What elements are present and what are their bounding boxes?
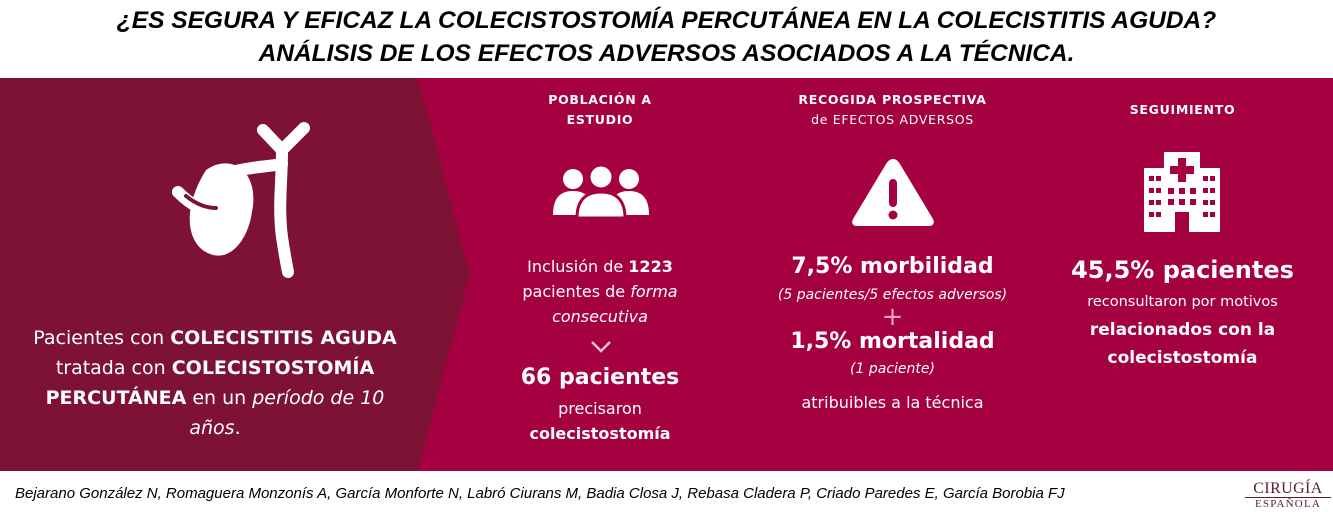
col2-heading-line-2: de EFECTOS ADVERSOS [811, 112, 974, 127]
col2-mortality-detail: (1 paciente) [850, 361, 935, 377]
col1-heading-line-1: POBLACIÓN A [548, 92, 652, 107]
logo-line-1: CIRUGÍA [1253, 480, 1323, 497]
left-panel [0, 78, 470, 471]
left-text-2: COLECISTITIS AGUDA [170, 327, 397, 349]
title-line-2: ANÁLISIS DE LOS EFECTOS ADVERSOS ASOCIAD… [258, 40, 1075, 67]
left-text-1: Pacientes con [33, 327, 171, 349]
col2-mortality: 1,5% mortalidad [790, 329, 995, 354]
col2-heading: RECOGIDA PROSPECTIVA de EFECTOS ADVERSOS [760, 90, 1025, 130]
col1-line-2: colecistostomía [529, 424, 671, 443]
col1-inc-b: 1223 [628, 257, 673, 276]
col2-morbidity-detail: (5 pacientes/5 efectos adversos) [777, 287, 1008, 303]
col1-inc-d: forma [630, 282, 678, 301]
col3-heading: SEGUIMIENTO [1129, 102, 1236, 117]
gallbladder-icon [172, 122, 310, 278]
journal-logo: CIRUGÍA ESPAÑOLA [1245, 480, 1331, 511]
hospital-icon [1144, 152, 1220, 232]
left-text-8: años [189, 417, 235, 439]
left-text-3: tratada con [55, 357, 172, 379]
col1-line-1: precisaron [558, 399, 642, 418]
col1-inclusion: Inclusión de 1223 pacientes de forma con… [480, 254, 720, 329]
col3-line-2: relacionados con la [1089, 320, 1276, 340]
left-text-5: PERCUTÁNEA [45, 387, 187, 409]
chevron-down-icon [591, 341, 611, 353]
warning-icon [852, 159, 934, 226]
col1-inc-e: consecutiva [552, 307, 648, 326]
col2-heading-line-1: RECOGIDA PROSPECTIVA [798, 92, 987, 107]
left-panel-text: Pacientes con COLECISTITIS AGUDA tratada… [20, 323, 410, 443]
col3-result: relacionados con la colecistostomía [1060, 316, 1305, 372]
col2-footnote: atribuibles a la técnica [801, 393, 984, 412]
col1-big: 66 pacientes [520, 365, 680, 390]
authors: Bejarano González N, Romaguera Monzonís … [15, 485, 1065, 502]
logo-line-2: ESPAÑOLA [1245, 497, 1331, 511]
title-line-1: ¿ES SEGURA Y EFICAZ LA COLECISTOSTOMÍA P… [116, 7, 1217, 34]
left-text-4: COLECISTOSTOMÍA [171, 357, 375, 379]
page-title: ¿ES SEGURA Y EFICAZ LA COLECISTOSTOMÍA P… [0, 4, 1333, 70]
col3-line-3: colecistostomía [1107, 348, 1258, 368]
col1-inc-a: Inclusión de [527, 257, 629, 276]
left-text-9: . [234, 417, 241, 439]
col3-big: 45,5% pacientes [1071, 256, 1294, 284]
col2-morbidity: 7,5% morbilidad [791, 254, 994, 279]
left-text-6: en un [186, 387, 253, 409]
col1-heading: POBLACIÓN A ESTUDIO [500, 90, 700, 130]
col2-plus: + [881, 302, 904, 332]
col1-heading-line-2: ESTUDIO [566, 112, 634, 127]
col1-result: precisaron colecistostomía [480, 396, 720, 446]
left-text-7: período de 10 [252, 387, 385, 409]
col3-line-1: reconsultaron por motivos [1087, 294, 1278, 310]
col1-inc-c: pacientes de [522, 282, 631, 301]
people-group-icon [553, 163, 649, 218]
